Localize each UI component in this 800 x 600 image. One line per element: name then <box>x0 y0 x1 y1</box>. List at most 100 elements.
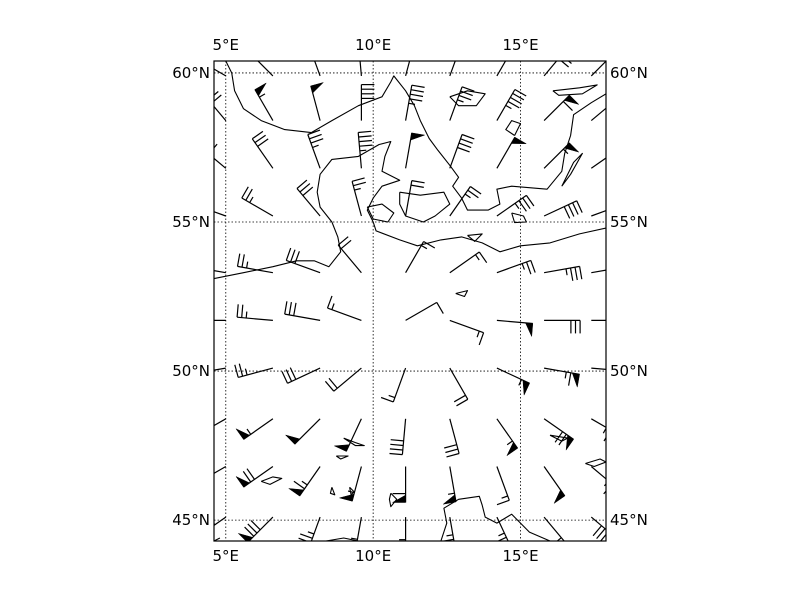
barb-half-tick <box>388 394 396 399</box>
barb-tick <box>247 523 258 534</box>
barb-tick <box>389 452 403 456</box>
barb-half-tick <box>562 148 569 155</box>
wind-barb-59 <box>449 367 469 407</box>
wind-barb-6 <box>496 61 507 77</box>
barb-tick <box>525 261 532 275</box>
barb-tick <box>446 452 460 458</box>
lat-label-right-2: 50°N <box>610 362 648 380</box>
wind-barb-62 <box>591 367 606 370</box>
barb-tick <box>458 94 472 101</box>
wind-barb-53 <box>591 319 606 321</box>
barb-tick <box>512 92 525 101</box>
barb-tick <box>622 267 624 280</box>
barb-tick <box>567 61 572 64</box>
barb-tick <box>299 533 313 539</box>
barb-tick <box>410 184 424 188</box>
wind-barb-17 <box>590 107 606 122</box>
barb-flag <box>284 434 301 445</box>
barb-staff <box>284 313 321 321</box>
wind-barb-2 <box>314 61 321 77</box>
barb-half-tick <box>331 303 335 310</box>
wind-barb-39 <box>337 236 362 274</box>
barb-tick <box>199 255 201 268</box>
wind-barb-84 <box>344 516 362 544</box>
barb-tick <box>190 254 192 267</box>
barb-tick <box>195 254 197 267</box>
barb-tick <box>244 526 255 537</box>
barb-tick <box>299 183 311 193</box>
barb-tick <box>557 545 567 553</box>
barb-half-tick <box>408 102 416 105</box>
barb-tick <box>596 528 606 539</box>
barb-tick <box>296 179 308 189</box>
barb-flag <box>522 379 530 397</box>
coastlines <box>214 61 606 541</box>
barb-half-tick <box>350 537 358 540</box>
wind-barb-65 <box>284 418 321 445</box>
barb-tick <box>310 138 324 144</box>
barb-tick <box>457 146 470 153</box>
wind-barb-21 <box>357 130 373 169</box>
barb-staff <box>543 61 558 77</box>
barb-half-tick <box>214 61 215 62</box>
barb-staff <box>590 466 606 480</box>
barb-tick <box>344 542 357 544</box>
graticule <box>214 61 606 541</box>
wind-barb-44 <box>591 267 624 280</box>
wind-barb-52 <box>544 319 581 334</box>
barb-staff <box>496 194 527 217</box>
barb-staff <box>287 367 321 384</box>
wind-barb-27 <box>214 211 227 217</box>
coastline-3 <box>399 191 451 223</box>
barb-flag <box>296 544 311 551</box>
barb-flag <box>413 41 428 48</box>
barb-flag <box>235 428 250 440</box>
barb-tick <box>453 394 466 403</box>
barb-tick <box>340 239 352 250</box>
wind-barb-56 <box>281 367 321 384</box>
barb-tick <box>436 302 444 314</box>
barb-half-tick <box>475 254 480 261</box>
barb-staff <box>214 68 227 77</box>
wind-barb-50 <box>449 319 485 346</box>
barb-flag <box>565 434 574 452</box>
barb-half-tick <box>301 480 308 486</box>
wind-barb-1 <box>248 41 274 77</box>
wind-barb-41 <box>449 251 488 274</box>
barb-tick <box>410 89 424 93</box>
barb-tick <box>560 61 569 68</box>
barb-tick <box>359 144 373 147</box>
coastline-1 <box>225 61 312 134</box>
barb-tick <box>411 84 425 88</box>
barb-staff <box>238 367 274 378</box>
barb-half-tick <box>199 427 202 433</box>
barb-tick <box>442 544 455 546</box>
barb-staff <box>405 61 411 77</box>
barb-tick <box>563 206 571 219</box>
wind-barb-89 <box>590 516 606 541</box>
lake-outline-10 <box>449 90 486 107</box>
wind-barb-32 <box>449 186 482 217</box>
barb-tick <box>612 435 619 446</box>
lat-label-left-3: 45°N <box>172 511 210 529</box>
wind-barb-55 <box>234 363 274 378</box>
wind-barb-24 <box>496 136 528 169</box>
map-background <box>214 61 606 541</box>
barb-tick <box>608 432 615 443</box>
barb-tick <box>467 189 479 199</box>
barb-flag <box>525 322 534 338</box>
barb-flag <box>248 41 257 55</box>
lake-outline-0 <box>261 476 283 485</box>
barb-staff <box>449 134 463 169</box>
wind-barb-81 <box>214 516 227 527</box>
barb-half-tick <box>307 531 315 535</box>
barb-half-tick <box>514 202 520 209</box>
barb-tick <box>236 304 239 318</box>
barb-tick <box>254 48 263 57</box>
barb-staff <box>351 181 362 217</box>
barb-tick <box>510 96 522 105</box>
barb-staff <box>405 180 413 217</box>
barb-staff <box>449 61 456 77</box>
barb-tick <box>614 153 622 164</box>
barb-tick <box>309 133 322 140</box>
